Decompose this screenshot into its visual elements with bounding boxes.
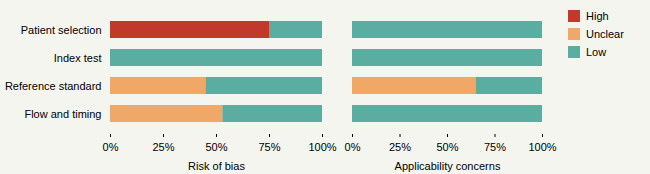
svg-text:Flow and timing: Flow and timing [24,108,101,120]
svg-text:50%: 50% [205,141,227,153]
svg-text:100%: 100% [528,141,556,153]
svg-text:Risk of bias: Risk of bias [188,160,245,172]
svg-text:75%: 75% [484,141,506,153]
html-text:Unclear: Unclear [586,28,624,40]
svg-text:0%: 0% [345,141,361,153]
svg-text:75%: 75% [258,141,280,153]
html-text:High: High [586,10,609,22]
svg-text:0%: 0% [103,141,119,153]
svg-text:25%: 25% [152,141,174,153]
svg-text:25%: 25% [389,141,411,153]
svg-text:Applicability concerns: Applicability concerns [395,160,501,172]
svg-text:50%: 50% [436,141,458,153]
svg-text:Index test: Index test [54,52,102,64]
svg-text:100%: 100% [308,141,336,153]
html-text:Low: Low [586,46,607,58]
svg-text:Patient selection: Patient selection [21,24,102,36]
svg-text:Reference standard: Reference standard [5,80,102,92]
